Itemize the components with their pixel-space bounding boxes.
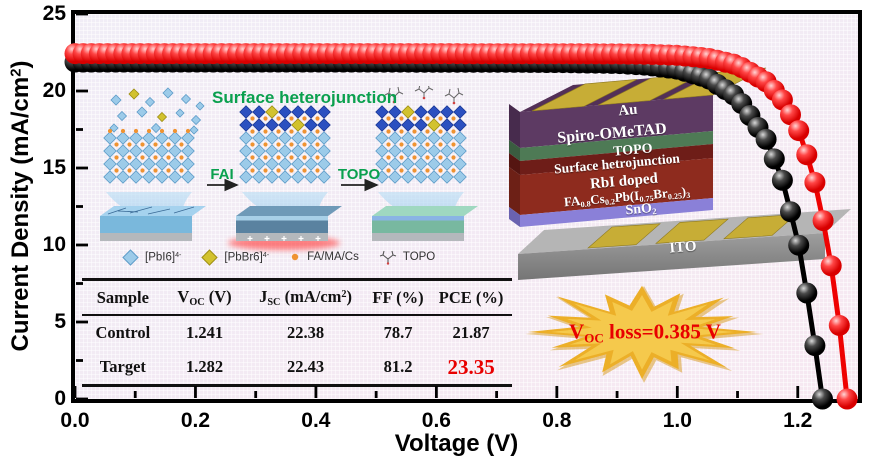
pv-parameters-table: Sample VOC (V) JSC (mA/cm2) FF (%) PCE (…: [82, 278, 512, 387]
cell-jsc: 22.43: [287, 357, 325, 376]
legend-label: FA/MA/Cs: [307, 251, 359, 263]
inset-legend: [PbI6]4- [PbBr6]4- FA/MA/Cs TOPO: [122, 248, 435, 266]
y-tick-label: 15: [42, 156, 66, 179]
x-tick-label: 0.6: [421, 409, 451, 432]
x-tick-label: 0.2: [180, 409, 211, 432]
legend-item: [PbBr6]4-: [201, 248, 270, 266]
layer-label-sno2: SnO2: [624, 201, 657, 219]
col-header-sample: Sample: [96, 287, 149, 307]
cell-ff: 78.7: [383, 323, 413, 342]
col-header-jsc: JSC (mA/cm2): [259, 287, 352, 308]
table-row-target: Target 1.282 22.43 81.2 23.35: [82, 350, 512, 384]
col-header-pce: PCE (%): [438, 287, 504, 307]
cell-ff: 81.2: [383, 357, 413, 376]
legend-item: TOPO: [379, 248, 435, 266]
cell-voc: 1.241: [185, 323, 224, 342]
cell-pce: 21.87: [452, 323, 490, 342]
cell-sample: Control: [95, 323, 151, 342]
cation-dot-icon: [291, 253, 299, 261]
pbi6-octahedron-icon: [122, 248, 139, 266]
table-header-row: Sample VOC (V) JSC (mA/cm2) FF (%) PCE (…: [82, 281, 512, 316]
table-row-control: Control 1.241 22.38 78.7 21.87: [82, 316, 512, 350]
legend-label: TOPO: [402, 251, 436, 263]
voc-loss-text: VOC loss=0.385 V: [569, 319, 721, 346]
x-tick-label: 0.0: [60, 409, 90, 432]
y-axis-title: Current Density (mA/cm2): [7, 60, 34, 352]
y-tick-label: 0: [54, 387, 66, 410]
inset-title: Surface heterojunction: [212, 88, 398, 107]
cell-pce-highlight: 23.35: [447, 354, 495, 379]
topo-molecule-icon: [379, 250, 397, 265]
layer-label-ito: ITO: [668, 238, 698, 257]
col-header-ff: FF (%): [372, 287, 424, 307]
cell-voc: 1.282: [185, 357, 224, 376]
x-tick-label: 0.4: [301, 409, 331, 432]
pbbr6-octahedron-icon: [201, 248, 219, 266]
x-axis-title: Voltage (V): [394, 430, 519, 457]
y-tick-label: 5: [54, 310, 66, 333]
y-tick-label: 25: [42, 2, 66, 25]
legend-item: FA/MA/Cs: [289, 251, 359, 263]
legend-label: [PbBr6]4-: [224, 250, 270, 264]
y-tick-label: 20: [42, 79, 66, 102]
y-tick-label: 10: [42, 233, 66, 256]
x-tick-label: 1.0: [662, 409, 692, 432]
col-header-voc: VOC (V): [177, 287, 232, 308]
cell-sample: Target: [99, 357, 146, 376]
cell-jsc: 22.38: [287, 323, 325, 342]
layer-label-au: Au: [617, 101, 639, 120]
legend-item: [PbI6]4-: [122, 248, 182, 266]
x-tick-label: 0.8: [542, 409, 572, 432]
legend-label: [PbI6]4-: [145, 250, 182, 264]
x-tick-label: 1.2: [783, 409, 813, 432]
